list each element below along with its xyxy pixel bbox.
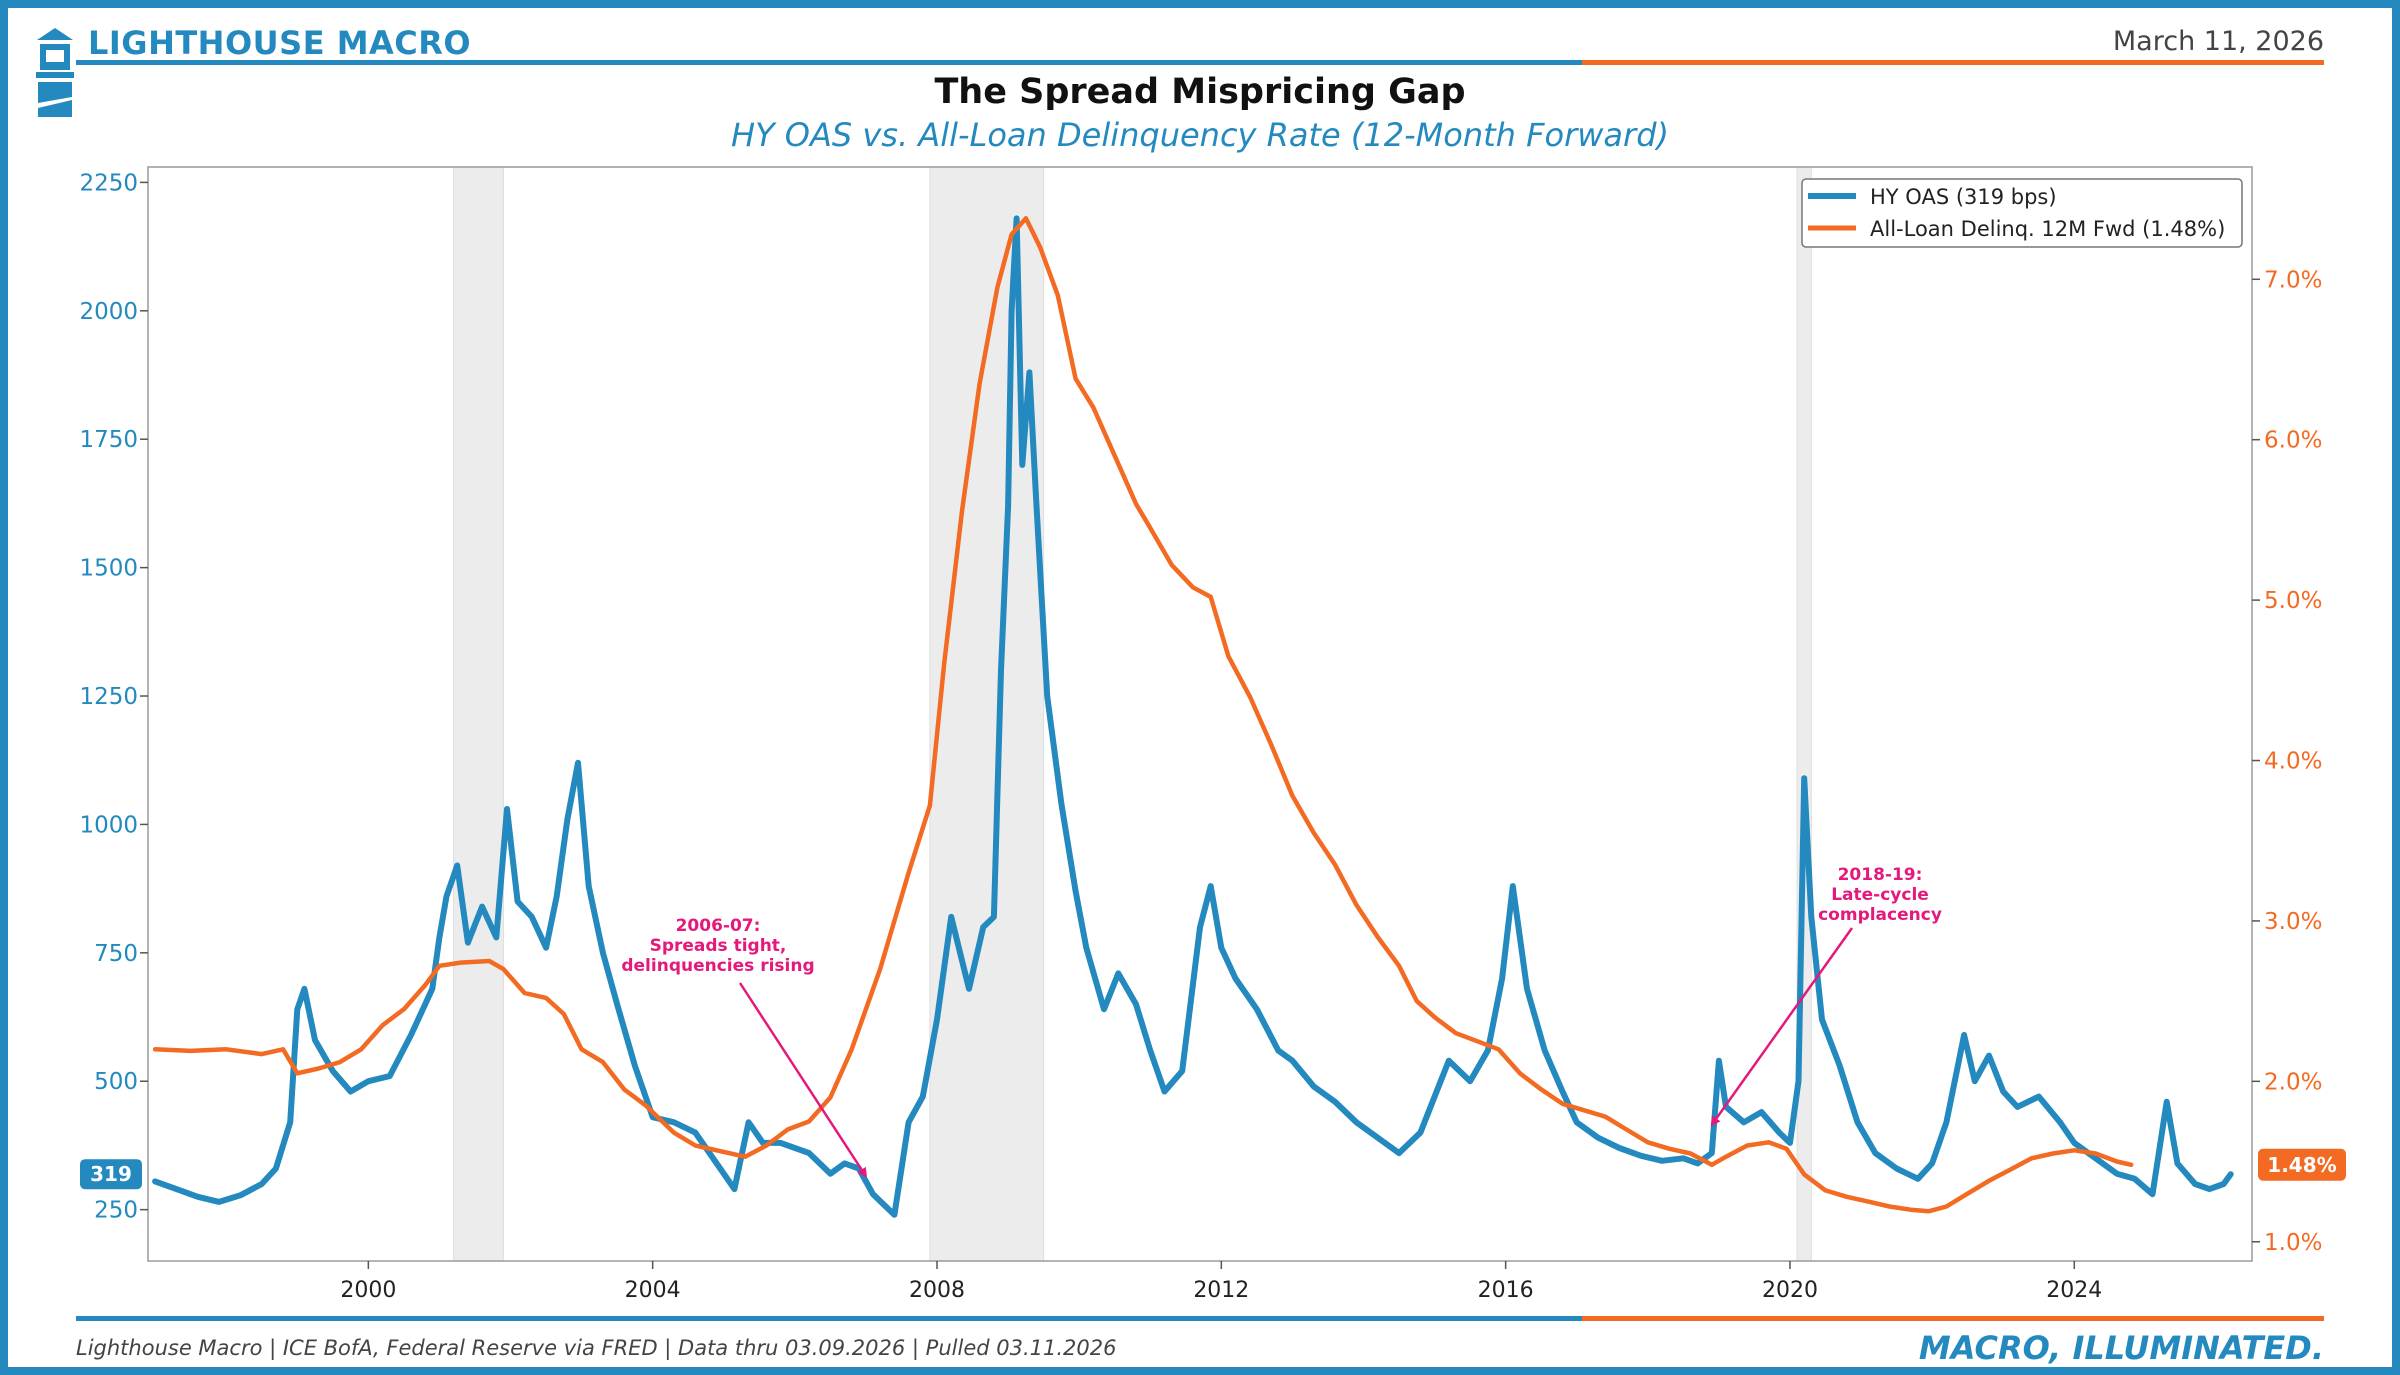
annotation-text: Spreads tight, [650, 936, 787, 956]
recession-band [929, 166, 1045, 1262]
x-tick-label: 2016 [1478, 1278, 1534, 1303]
delinquency-value-badge: 1.48% [2258, 1148, 2346, 1181]
left-tick-label: 1500 [79, 556, 138, 582]
annotation-text: 2006-07: [676, 916, 761, 936]
x-axis-ticks: 2000 2004 2008 2012 2016 2020 2024 [340, 1261, 2102, 1303]
oas-value-badge-text: 319 [90, 1162, 132, 1186]
plot-area [147, 166, 2253, 1262]
header-rule-orange [1582, 60, 2324, 65]
annotations: 2006-07:Spreads tight,delinquencies risi… [621, 865, 1942, 1178]
annotation-text: complacency [1818, 905, 1942, 925]
right-tick-label: 7.0% [2264, 267, 2322, 293]
chart-title: The Spread Mispricing Gap [934, 72, 1466, 112]
legend-label-hy-oas: HY OAS (319 bps) [1870, 185, 2057, 209]
legend-label-delinquency: All-Loan Delinq. 12M Fwd (1.48%) [1870, 217, 2225, 241]
left-tick-label: 1250 [79, 684, 138, 710]
oas-value-badge: 319 [80, 1159, 142, 1190]
right-axis-ticks: 1.0% 2.0% 3.0% 4.0% 5.0% 6.0% 7.0% [2252, 267, 2322, 1256]
x-tick-label: 2000 [340, 1278, 396, 1303]
recession-bands [453, 166, 1812, 1262]
delinquency-value-badge-text: 1.48% [2267, 1153, 2336, 1177]
footer-rule-orange [1582, 1316, 2324, 1321]
right-tick-label: 6.0% [2264, 428, 2322, 454]
series-line-delinquency [152, 216, 2134, 1214]
chart-legend: HY OAS (319 bps) All-Loan Delinq. 12M Fw… [1801, 178, 2243, 248]
x-tick-label: 2012 [1193, 1278, 1249, 1303]
series-line-hy-oas [152, 215, 2234, 1218]
annotation-arrow [1710, 927, 1854, 1127]
left-tick-label: 1000 [79, 812, 138, 838]
right-tick-label: 4.0% [2264, 749, 2322, 775]
left-axis-ticks: 250 500 750 1000 1250 1500 1750 2000 2250 [79, 170, 148, 1224]
left-tick-label: 2000 [79, 299, 138, 325]
left-tick-label: 500 [94, 1069, 138, 1095]
brand-name: LIGHTHOUSE MACRO [88, 24, 472, 62]
header-rule-blue [76, 60, 1582, 65]
right-tick-label: 3.0% [2264, 909, 2322, 935]
footer-rule-blue [76, 1316, 1582, 1321]
left-tick-label: 1750 [79, 427, 138, 453]
annotation-arrow [738, 982, 868, 1178]
left-tick-label: 2250 [79, 170, 138, 196]
left-tick-label: 250 [94, 1198, 138, 1224]
annotation-text: Late-cycle [1831, 885, 1929, 905]
annotation-text: delinquencies rising [621, 956, 814, 976]
report-date: March 11, 2026 [2112, 26, 2324, 57]
left-tick-label: 750 [94, 941, 138, 967]
x-tick-label: 2004 [625, 1278, 681, 1303]
right-tick-label: 1.0% [2264, 1230, 2322, 1256]
chart-subtitle: HY OAS vs. All-Loan Delinquency Rate (12… [731, 116, 1669, 154]
annotation-text: 2018-19: [1838, 865, 1923, 885]
x-tick-label: 2020 [1762, 1278, 1818, 1303]
x-tick-label: 2024 [2046, 1278, 2102, 1303]
x-tick-label: 2008 [909, 1278, 965, 1303]
right-tick-label: 2.0% [2264, 1069, 2322, 1095]
recession-band [453, 166, 504, 1262]
footer-tagline: MACRO, ILLUMINATED. [1918, 1329, 2324, 1367]
footer-source: Lighthouse Macro | ICE BofA, Federal Res… [76, 1336, 1117, 1360]
right-tick-label: 5.0% [2264, 588, 2322, 614]
lighthouse-logo-icon [36, 28, 74, 117]
